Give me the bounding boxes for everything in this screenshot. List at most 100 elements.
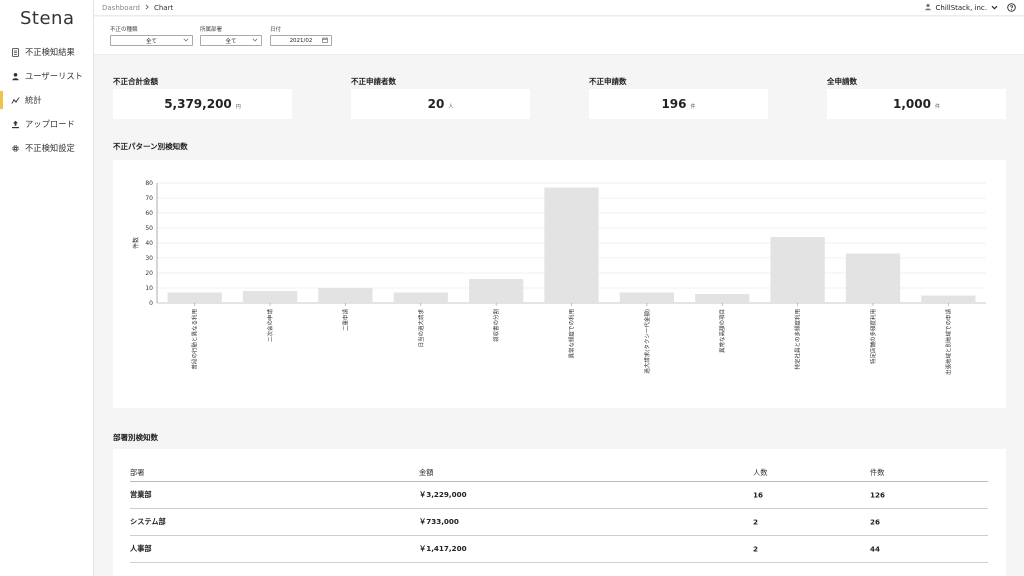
x-tick-label: 特定社員との多頻度利用: [794, 309, 802, 369]
y-axis-label: 件数: [132, 237, 140, 249]
breadcrumb: Dashboard Chart: [102, 4, 173, 12]
x-tick-label: 異常な頻度での利用: [568, 309, 576, 359]
bar: [695, 294, 750, 303]
x-tick-label: 普段の行動と異なる利用: [191, 309, 199, 370]
x-tick-label: 異常な高額の項目: [718, 309, 726, 353]
cell-amount: ￥1,417,200: [419, 544, 467, 553]
stat-value: 1,000: [893, 97, 931, 111]
stat-title-all-applications: 全申請数: [827, 77, 857, 86]
y-tick-label: 70: [145, 195, 153, 202]
x-tick-label: 過大請求(タクシー代金額): [643, 309, 651, 374]
upload-icon: [11, 120, 20, 129]
sidebar-item-label: 不正検知結果: [25, 47, 75, 57]
x-tick-label: 二重申請: [341, 309, 349, 332]
date-value: 2021/02: [289, 37, 313, 44]
bar: [770, 237, 825, 303]
bar: [242, 291, 298, 303]
date-input[interactable]: 2021/02: [270, 35, 332, 46]
cell-count: 44: [870, 544, 881, 554]
chart-icon: [11, 96, 20, 105]
sidebar-item-label: 統計: [25, 95, 42, 105]
cell-amount: ￥3,229,000: [419, 490, 467, 499]
fraud-type-label: 不正の種類: [110, 27, 138, 33]
breadcrumb-dashboard[interactable]: Dashboard: [102, 4, 140, 12]
chevron-right-icon: [144, 4, 150, 12]
dept-table: 部署 金額 人数 件数 営業部 ￥3,229,000 16 126 システム部 …: [130, 464, 988, 563]
sidebar-item-statistics[interactable]: 統計: [0, 88, 94, 112]
calendar-icon: [322, 37, 328, 43]
stat-value: 5,379,200: [164, 97, 232, 111]
cell-count: 26: [870, 517, 881, 527]
sidebar-item-detection-results[interactable]: 不正検知結果: [0, 40, 94, 64]
bar: [619, 292, 674, 303]
stat-card-total-amount: 5,379,200 円: [113, 89, 292, 119]
stat-title-fraud-applications: 不正申請数: [589, 77, 627, 86]
bar: [318, 288, 373, 303]
stat-title-applicants: 不正申請者数: [351, 77, 396, 86]
column-header-count: 件数: [870, 467, 885, 477]
sidebar-item-label: ユーザーリスト: [25, 71, 83, 81]
table-row: 人事部 ￥1,417,200 2 44: [130, 536, 988, 563]
user-menu[interactable]: ChillStack, inc.: [924, 3, 998, 13]
table-row: システム部 ￥733,000 2 26: [130, 509, 988, 536]
cell-department: システム部: [130, 517, 166, 526]
y-tick-label: 0: [149, 300, 153, 307]
cell-people: 2: [753, 517, 759, 527]
chevron-down-icon: [252, 37, 258, 43]
date-label: 日付: [270, 27, 282, 33]
chart-card: 0 10 20 30 40 50 60 70 80 件数 普段の行動と異なる利用 二次会の申請 二重申請…: [113, 160, 1006, 408]
y-tick-label: 50: [145, 225, 153, 232]
fraud-type-select[interactable]: 全て: [110, 35, 193, 46]
app-logo[interactable]: Stena: [20, 8, 75, 29]
table-row: 営業部 ￥3,229,000 16 126: [130, 482, 988, 509]
department-select[interactable]: 全て: [200, 35, 262, 46]
date-filter: 日付 2021/02: [270, 25, 332, 46]
sidebar-item-label: 不正検知設定: [25, 143, 75, 153]
dept-section-title: 部署別検知数: [113, 433, 158, 442]
stat-value: 20: [427, 97, 445, 111]
sidebar-nav: 不正検知結果 ユーザーリスト 統計 アップロード 不正検知設定: [0, 40, 94, 160]
bar: [393, 292, 448, 303]
stat-unit: 件: [934, 103, 940, 110]
x-tick-label: 特定店舗の多頻度利用: [869, 309, 877, 364]
y-tick-label: 60: [145, 210, 153, 217]
stat-card-all-applications: 1,000 件: [827, 89, 1006, 119]
cell-department: 人事部: [130, 544, 152, 553]
bar: [469, 279, 524, 303]
bar: [921, 295, 976, 303]
y-tick-label: 30: [145, 255, 153, 262]
bar: [544, 187, 599, 303]
x-tick-label: 二次会の申請: [266, 309, 274, 343]
y-tick-label: 40: [145, 240, 153, 247]
fraud-type-value: 全て: [145, 38, 157, 45]
cell-people: 16: [753, 490, 764, 500]
department-label: 所属部署: [200, 27, 223, 33]
help-icon[interactable]: [1007, 3, 1016, 12]
sidebar-item-detection-settings[interactable]: 不正検知設定: [0, 136, 94, 160]
table-header-row: 部署 金額 人数 件数: [130, 464, 988, 482]
x-tick-label: 領収書の分割: [492, 309, 500, 343]
cell-people: 2: [753, 544, 759, 554]
chevron-down-icon: [991, 4, 998, 13]
column-header-people: 人数: [753, 467, 768, 477]
gear-icon: [11, 144, 20, 153]
column-header-amount: 金額: [419, 467, 434, 477]
bar: [845, 253, 901, 303]
stat-title-total-amount: 不正合計金額: [113, 77, 158, 86]
stat-unit: 件: [690, 103, 696, 110]
sidebar: Stena 不正検知結果 ユーザーリスト 統計 アップロード: [0, 0, 94, 576]
sidebar-item-upload[interactable]: アップロード: [0, 112, 94, 136]
user-name: ChillStack, inc.: [935, 4, 987, 12]
user-icon: [924, 3, 932, 13]
y-tick-label: 10: [145, 285, 153, 292]
chevron-down-icon: [183, 37, 189, 43]
document-icon: [11, 47, 20, 57]
stat-unit: 人: [448, 103, 454, 110]
department-value: 全て: [225, 38, 237, 45]
y-tick-label: 80: [145, 180, 153, 187]
sidebar-item-user-list[interactable]: ユーザーリスト: [0, 64, 94, 88]
chart-section-title: 不正パターン別検知数: [113, 142, 188, 151]
stat-unit: 円: [235, 103, 241, 110]
cell-amount: ￥733,000: [419, 517, 459, 526]
